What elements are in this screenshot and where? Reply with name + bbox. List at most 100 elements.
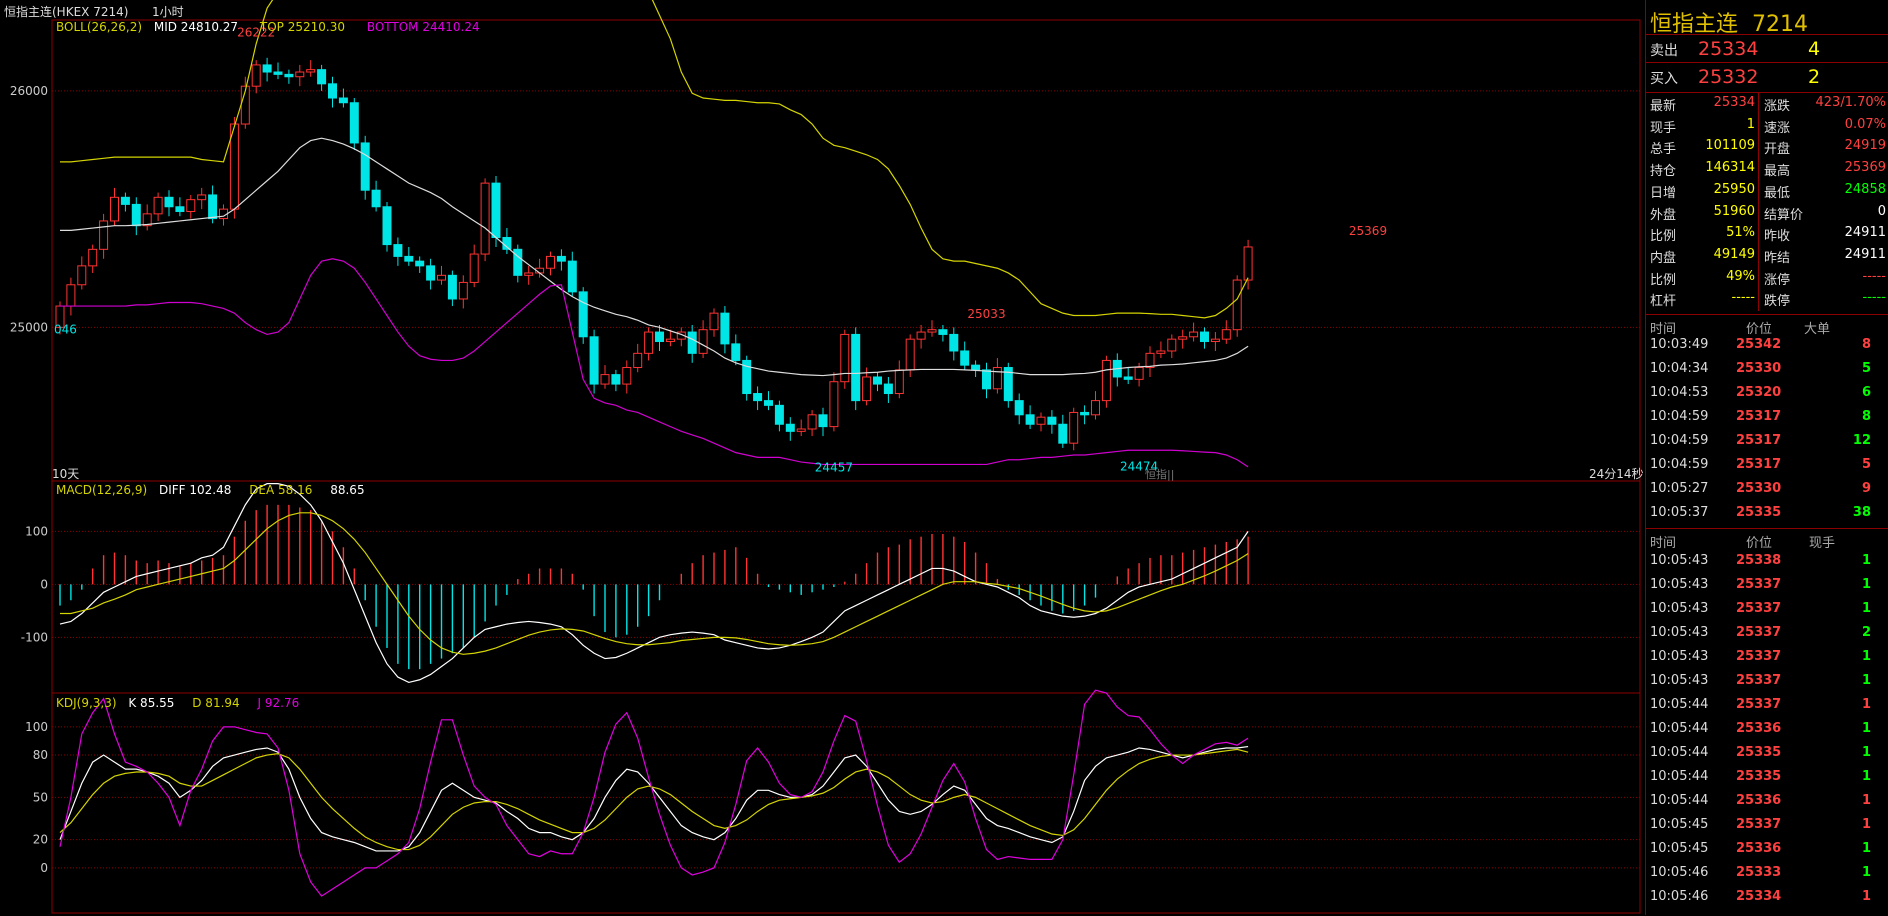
candle-body[interactable] [447,274,457,300]
candle-body[interactable] [1178,336,1188,340]
candle-body[interactable] [317,69,327,85]
candle-body[interactable] [1210,338,1220,343]
candle-body[interactable] [665,338,675,343]
candle-body[interactable] [437,274,446,281]
candle-body[interactable] [262,64,272,73]
candle-body[interactable] [1189,331,1199,338]
candle-body[interactable] [120,196,130,205]
candle-body[interactable] [153,196,163,215]
candle-body[interactable] [764,400,773,406]
candle-body[interactable] [720,312,730,345]
candle-body[interactable] [1243,246,1253,281]
kdj-name[interactable]: KDJ(9,3,3) [56,696,117,710]
candle-body[interactable] [1058,423,1068,444]
sell-row[interactable]: 卖出 25334 4 [1646,34,1888,63]
candle-body[interactable] [66,284,76,307]
candle-body[interactable] [1156,350,1166,354]
period-selector[interactable]: 1小时 [152,5,184,19]
candle-body[interactable] [960,350,970,366]
candle-body[interactable] [338,97,348,104]
big_orders-row[interactable]: 10:03:49 25342 8 [1646,337,1888,361]
candle-body[interactable] [633,352,643,369]
candle-body[interactable] [1036,416,1046,425]
candle-body[interactable] [851,333,861,402]
candle-body[interactable] [1167,338,1177,352]
candle-body[interactable] [469,253,479,283]
ticks-row[interactable]: 10:05:45 25337 1 [1646,817,1888,841]
candle-body[interactable] [371,189,381,208]
candle-body[interactable] [426,265,436,281]
candle-body[interactable] [99,220,109,250]
candle-body[interactable] [524,272,534,276]
candle-body[interactable] [578,291,588,338]
candle-body[interactable] [491,182,501,238]
candle-body[interactable] [208,194,218,220]
candle-body[interactable] [753,393,763,402]
candle-body[interactable] [938,329,948,335]
candle-body[interactable] [698,329,708,354]
ticks-row[interactable]: 10:05:44 25335 1 [1646,745,1888,769]
ticks-row[interactable]: 10:05:45 25336 1 [1646,841,1888,865]
candle-body[interactable] [1091,400,1100,416]
candle-body[interactable] [110,196,119,222]
candle-body[interactable] [1123,376,1133,380]
ticks-row[interactable]: 10:05:44 25336 1 [1646,793,1888,817]
candle-body[interactable] [916,331,926,340]
candle-body[interactable] [480,182,490,255]
candle-body[interactable] [862,376,872,402]
ticks-row[interactable]: 10:05:43 25337 1 [1646,673,1888,697]
candle-body[interactable] [894,369,904,395]
candle-body[interactable] [142,213,152,227]
candle-body[interactable] [785,423,795,432]
candle-body[interactable] [742,359,752,395]
candle-body[interactable] [567,260,577,293]
candle-body[interactable] [1200,331,1209,343]
ticks-row[interactable]: 10:05:44 25335 1 [1646,769,1888,793]
candle-body[interactable] [1134,367,1144,380]
candle-body[interactable] [1047,416,1057,425]
candle-body[interactable] [971,364,981,371]
candle-body[interactable] [1101,359,1111,402]
big_orders-row[interactable]: 10:05:27 25330 9 [1646,481,1888,505]
candle-body[interactable] [774,404,784,425]
candle-body[interactable] [1232,279,1242,331]
candle-body[interactable] [197,194,207,201]
candle-body[interactable] [77,265,87,286]
ticks-row[interactable]: 10:05:46 25334 1 [1646,889,1888,913]
candle-body[interactable] [1221,329,1231,340]
candle-body[interactable] [349,102,359,144]
big_orders-row[interactable]: 10:04:34 25330 5 [1646,361,1888,385]
candle-body[interactable] [546,255,555,269]
candle-body[interactable] [458,281,468,300]
ticks-row[interactable]: 10:05:43 25337 1 [1646,577,1888,601]
candle-body[interactable] [251,64,261,87]
candle-body[interactable] [927,329,937,333]
ticks-row[interactable]: 10:05:43 25337 2 [1646,625,1888,649]
ticks-row[interactable]: 10:05:46 25333 1 [1646,865,1888,889]
candle-body[interactable] [164,196,174,208]
candle-body[interactable] [883,383,893,395]
ticks-row[interactable]: 10:05:43 25338 1 [1646,553,1888,577]
candle-body[interactable] [131,203,141,227]
candle-body[interactable] [982,369,991,390]
big_orders-row[interactable]: 10:04:53 25320 6 [1646,385,1888,409]
big_orders-row[interactable]: 10:04:59 25317 12 [1646,433,1888,457]
candle-body[interactable] [1145,352,1155,369]
candle-body[interactable] [1014,400,1024,416]
candle-body[interactable] [295,71,305,78]
candle-body[interactable] [415,260,425,267]
candle-body[interactable] [404,255,414,262]
candle-body[interactable] [807,414,817,430]
boll-name[interactable]: BOLL(26,26,2) [56,20,143,34]
buy-row[interactable]: 买入 25332 2 [1646,62,1888,91]
big_orders-row[interactable]: 10:05:37 25335 38 [1646,505,1888,529]
candle-body[interactable] [382,206,392,246]
candle-body[interactable] [1025,414,1035,425]
candle-body[interactable] [818,414,828,428]
symbol-selector[interactable]: 恒指主连(HKEX 7214) [4,5,129,19]
candle-body[interactable] [186,199,196,212]
candle-body[interactable] [1003,367,1013,402]
candle-body[interactable] [306,69,316,73]
big_orders-row[interactable]: 10:04:59 25317 8 [1646,409,1888,433]
candle-body[interactable] [840,333,850,383]
